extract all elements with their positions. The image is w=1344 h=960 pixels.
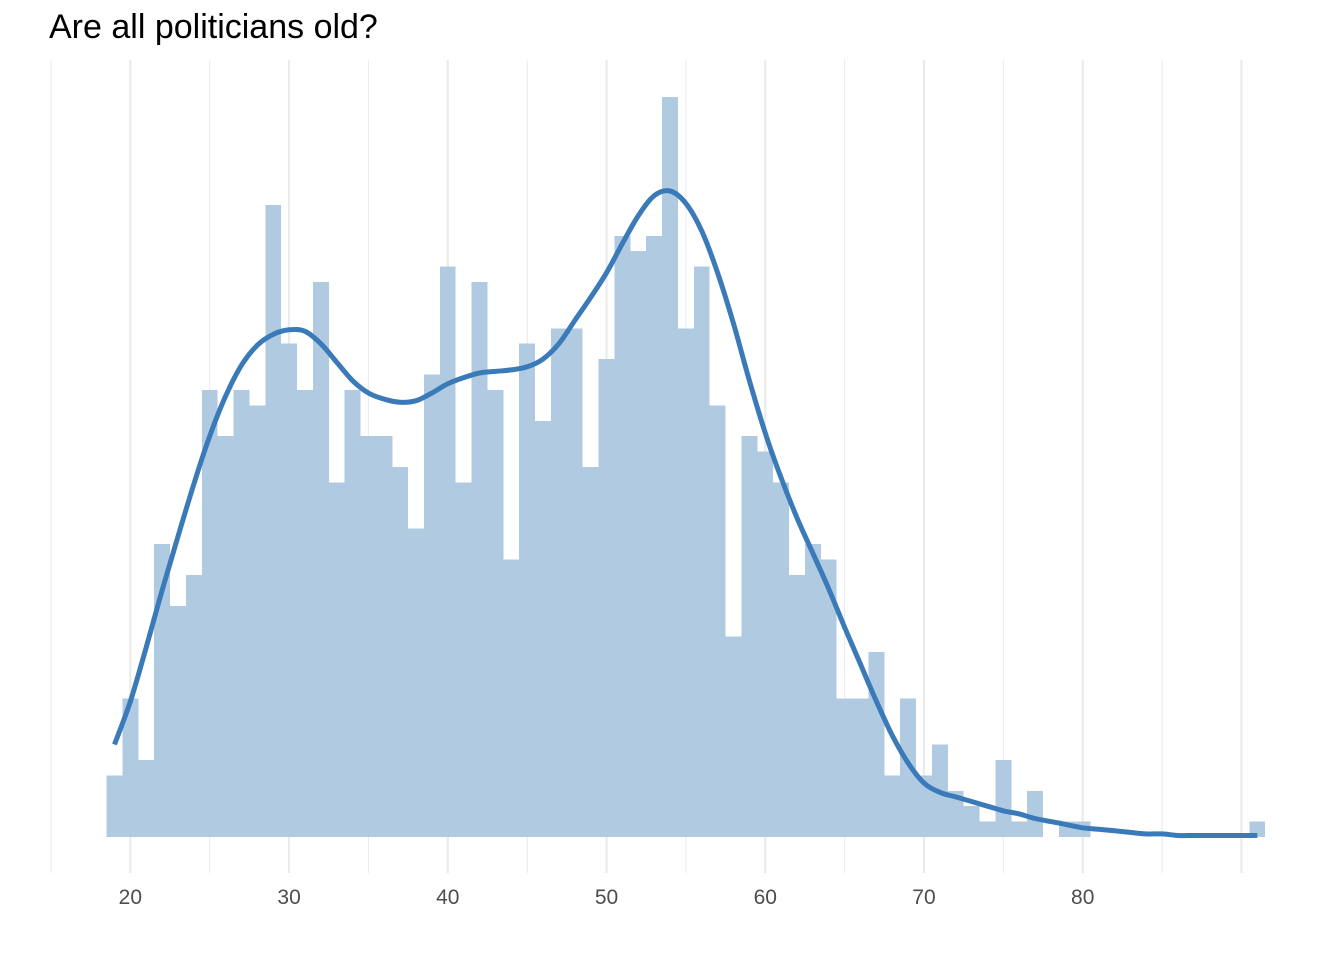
histogram-bar	[836, 698, 853, 837]
histogram-bar	[392, 467, 409, 837]
histogram-bar	[566, 328, 583, 837]
histogram-bar	[1027, 790, 1044, 837]
histogram-bar	[646, 235, 663, 837]
histogram-bar	[439, 266, 456, 837]
histogram-bar	[344, 389, 361, 837]
histogram-bar	[138, 759, 155, 837]
histogram-bar	[677, 328, 694, 837]
histogram-bar	[408, 528, 425, 837]
histogram-bar	[773, 482, 790, 837]
histogram-bar	[789, 574, 805, 837]
histogram-bar	[804, 544, 821, 837]
histogram-bar	[693, 266, 710, 837]
x-tick-label: 60	[754, 886, 777, 909]
histogram-bar	[217, 436, 234, 837]
density-curve-group	[112, 188, 1258, 839]
histogram-bar	[455, 482, 472, 837]
histogram-bar	[741, 436, 758, 837]
histogram-bar	[154, 544, 171, 837]
histogram-bar	[487, 389, 504, 837]
x-tick-label: 30	[277, 886, 300, 909]
histogram-bar	[471, 282, 488, 837]
x-tick-label: 20	[119, 886, 142, 909]
histogram-bar	[535, 420, 551, 837]
histogram-bars	[106, 97, 1266, 837]
histogram-bar	[360, 436, 377, 837]
histogram-bar	[424, 374, 440, 837]
histogram-bar	[820, 559, 837, 837]
histogram-bar	[297, 389, 313, 837]
histogram-bar	[328, 482, 345, 837]
histogram-bar	[900, 698, 917, 837]
histogram-bar	[376, 436, 393, 837]
histogram-bar	[170, 605, 186, 837]
histogram-bar	[868, 652, 885, 837]
histogram-bar	[709, 405, 726, 837]
histogram-bar	[265, 204, 282, 837]
histogram-bar	[185, 574, 202, 837]
histogram-bar	[598, 359, 615, 837]
histogram-bar	[1011, 821, 1028, 837]
histogram-bar	[947, 790, 964, 837]
x-tick-label: 40	[436, 886, 459, 909]
histogram-bar	[233, 389, 250, 837]
x-tick-label: 50	[595, 886, 618, 909]
histogram-bar	[503, 559, 520, 837]
histogram-bar	[979, 821, 996, 837]
x-axis-ticks: 20 30 40 50 60 70 80	[119, 886, 1095, 909]
histogram-bar	[852, 698, 869, 837]
histogram-bar	[916, 775, 932, 837]
histogram-bar	[122, 698, 139, 837]
x-tick-label: 70	[912, 886, 935, 909]
histogram-bar	[614, 235, 631, 837]
histogram-bar	[550, 328, 567, 837]
histogram-bar	[630, 251, 647, 837]
histogram-bar	[201, 389, 218, 837]
histogram-bar	[995, 759, 1012, 837]
density-curve	[112, 188, 1258, 839]
histogram-bar	[582, 467, 599, 837]
histogram-bar	[106, 775, 123, 837]
chart-title: Are all politicians old?	[49, 8, 378, 46]
histogram-bar	[281, 343, 298, 837]
histogram-bar	[249, 405, 266, 837]
histogram-bar	[725, 636, 742, 837]
histogram-bar	[757, 451, 774, 837]
histogram-bar	[312, 282, 329, 837]
histogram-bar	[884, 775, 901, 837]
histogram-bar	[963, 806, 980, 837]
histogram-bar	[519, 343, 536, 837]
histogram-bar	[662, 97, 678, 837]
x-tick-label: 80	[1071, 886, 1094, 909]
